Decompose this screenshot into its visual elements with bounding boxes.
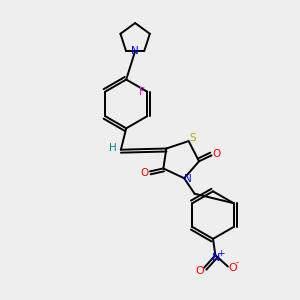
- Text: +: +: [217, 249, 224, 258]
- Text: H: H: [109, 143, 116, 153]
- Text: S: S: [189, 133, 196, 143]
- Text: O: O: [141, 168, 149, 178]
- Text: N: N: [184, 174, 192, 184]
- Text: O: O: [229, 263, 237, 273]
- Text: N: N: [212, 253, 220, 263]
- Text: N: N: [131, 46, 139, 56]
- Text: O: O: [195, 266, 204, 276]
- Text: F: F: [139, 87, 145, 97]
- Text: O: O: [212, 149, 221, 159]
- Text: -: -: [235, 258, 239, 267]
